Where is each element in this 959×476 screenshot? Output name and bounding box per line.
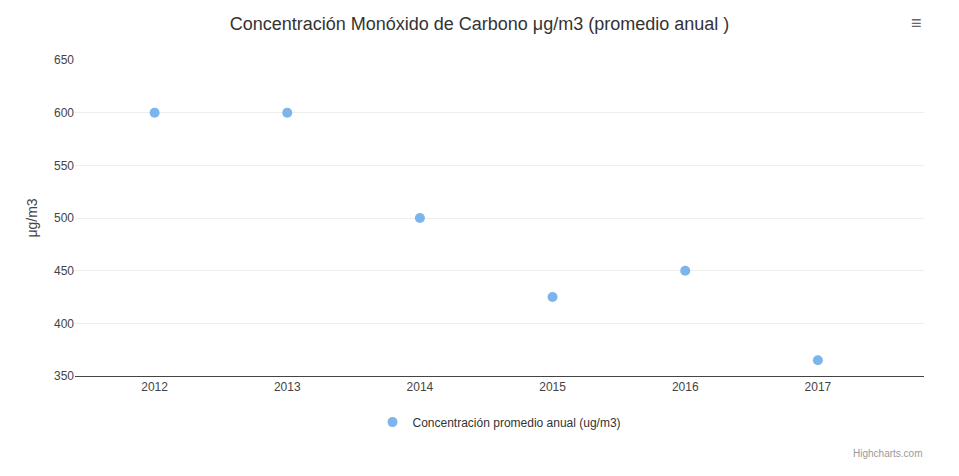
svg-text:500: 500 [54,211,74,225]
svg-text:600: 600 [54,106,74,120]
svg-text:2016: 2016 [672,380,699,394]
svg-text:Highcharts.com: Highcharts.com [853,448,922,459]
svg-text:2015: 2015 [539,380,566,394]
svg-text:650: 650 [54,53,74,67]
svg-text:2013: 2013 [274,380,301,394]
svg-text:2014: 2014 [407,380,434,394]
svg-text:550: 550 [54,159,74,173]
svg-text:≡: ≡ [911,13,922,33]
svg-text:400: 400 [54,317,74,331]
svg-text:Concentración Monóxido de Carb: Concentración Monóxido de Carbono μg/m3 … [230,14,730,34]
svg-text:2017: 2017 [805,380,832,394]
svg-text:μg/m3: μg/m3 [24,198,40,237]
svg-text:350: 350 [54,369,74,383]
svg-text:2012: 2012 [141,380,168,394]
svg-text:Concentración promedio anual (: Concentración promedio anual (ug/m3) [413,416,621,430]
svg-text:450: 450 [54,264,74,278]
